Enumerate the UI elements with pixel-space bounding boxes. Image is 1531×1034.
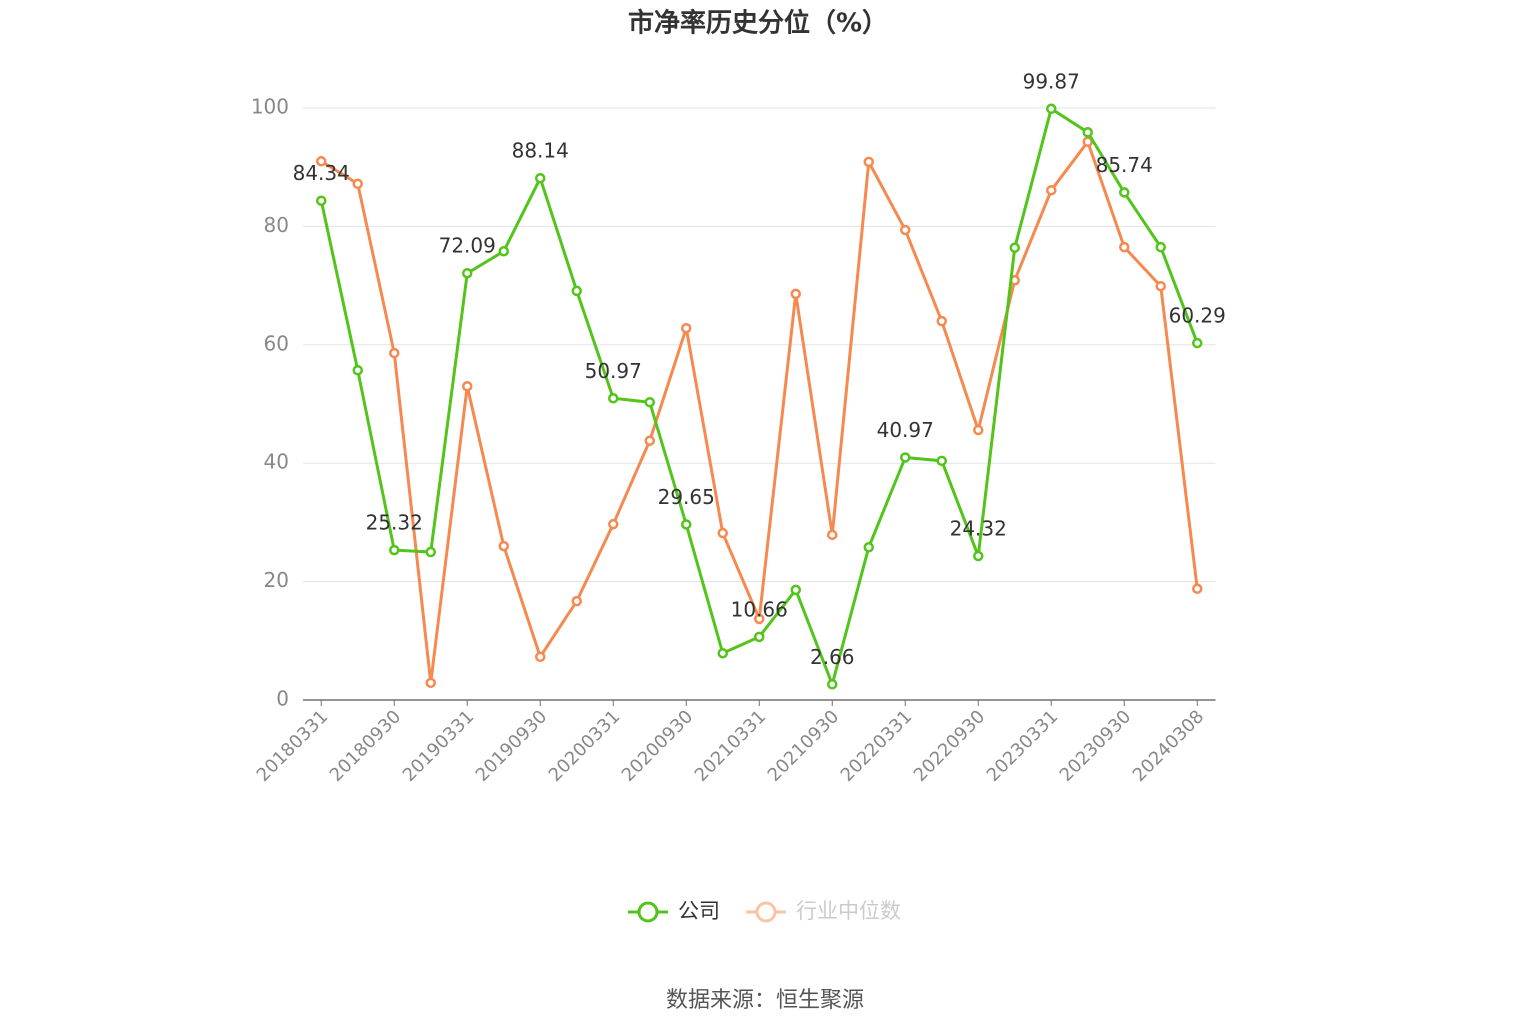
data-point xyxy=(973,550,984,562)
data-point xyxy=(608,393,619,404)
data-label: 88.14 xyxy=(512,139,569,163)
data-point xyxy=(425,677,436,689)
data-point xyxy=(389,544,400,556)
legend-label: 行业中位数 xyxy=(796,899,901,923)
x-tick-label: 20240308 xyxy=(1129,706,1209,786)
data-point xyxy=(900,452,911,463)
x-tick-label: 20210331 xyxy=(691,706,771,786)
y-tick-label: 0 xyxy=(276,687,289,711)
legend-item: 行业中位数 xyxy=(746,899,901,923)
data-label: 99.87 xyxy=(1023,69,1080,93)
y-tick-label: 20 xyxy=(264,568,289,592)
data-point xyxy=(717,527,728,539)
data-point xyxy=(608,518,619,530)
data-label: 2.66 xyxy=(810,645,855,669)
data-label: 50.97 xyxy=(585,359,642,383)
y-tick-label: 60 xyxy=(264,331,289,355)
x-tick-label: 20190930 xyxy=(472,706,552,786)
data-point xyxy=(644,396,655,408)
data-point xyxy=(936,455,947,467)
data-point xyxy=(316,195,327,206)
data-point xyxy=(754,631,765,643)
data-label: 10.66 xyxy=(731,597,788,621)
x-tick-label: 20220331 xyxy=(837,706,917,786)
x-tick-label: 20190331 xyxy=(399,706,479,786)
data-point xyxy=(352,178,363,190)
data-point xyxy=(681,519,692,530)
data-point xyxy=(644,435,655,446)
data-point xyxy=(535,651,546,663)
data-point xyxy=(498,246,509,257)
data-point xyxy=(1192,583,1203,594)
data-point xyxy=(936,315,947,327)
data-point xyxy=(717,647,728,659)
data-label: 85.74 xyxy=(1096,153,1153,177)
data-point xyxy=(498,540,509,552)
data-point xyxy=(827,529,838,541)
data-label: 25.32 xyxy=(366,511,423,535)
data-point xyxy=(827,679,838,690)
data-point xyxy=(425,546,436,558)
x-tick-label: 20210930 xyxy=(764,706,844,786)
legend-marker xyxy=(755,901,777,923)
data-point xyxy=(754,613,765,625)
data-point xyxy=(790,288,801,300)
source-note: 数据来源：恒生聚源 xyxy=(666,988,864,1013)
data-point xyxy=(1082,127,1093,138)
data-point xyxy=(1155,241,1166,253)
data-point xyxy=(681,322,692,334)
data-point xyxy=(1192,337,1203,349)
x-tick-label: 20180331 xyxy=(253,706,333,786)
data-label: 72.09 xyxy=(439,234,496,258)
data-point xyxy=(535,172,546,184)
x-tick-label: 20200331 xyxy=(545,706,625,786)
data-point xyxy=(790,584,801,596)
data-label: 84.34 xyxy=(293,161,350,185)
data-point xyxy=(316,156,327,167)
x-tick-label: 20230331 xyxy=(983,706,1063,786)
data-point xyxy=(1009,242,1020,253)
data-point xyxy=(863,156,874,168)
data-point xyxy=(973,424,984,436)
y-tick-label: 40 xyxy=(264,450,289,474)
y-tick-label: 100 xyxy=(251,95,289,119)
data-point xyxy=(1155,280,1166,292)
chart-title: 市净率历史分位（%） xyxy=(628,8,888,39)
data-label: 29.65 xyxy=(658,485,715,509)
data-point xyxy=(1046,185,1057,196)
y-tick-label: 80 xyxy=(264,213,289,237)
data-point xyxy=(352,365,363,376)
x-tick-label: 20200930 xyxy=(618,706,698,786)
data-point xyxy=(389,347,400,359)
x-tick-label: 20230930 xyxy=(1056,706,1136,786)
data-point xyxy=(863,542,874,553)
data-point xyxy=(462,267,473,279)
legend-marker xyxy=(637,901,659,923)
data-label: 40.97 xyxy=(877,418,934,442)
legend-label: 公司 xyxy=(678,899,720,923)
data-point xyxy=(1119,187,1130,198)
data-label: 60.29 xyxy=(1169,304,1226,328)
legend-item: 公司 xyxy=(628,899,720,923)
data-point xyxy=(571,595,582,607)
data-point xyxy=(462,380,473,392)
x-tick-label: 20220930 xyxy=(910,706,990,786)
data-point xyxy=(1119,241,1130,253)
data-point xyxy=(900,224,911,236)
x-tick-label: 20180930 xyxy=(326,706,406,786)
data-point xyxy=(571,285,582,297)
data-point xyxy=(1046,103,1057,115)
data-label: 24.32 xyxy=(950,517,1007,541)
